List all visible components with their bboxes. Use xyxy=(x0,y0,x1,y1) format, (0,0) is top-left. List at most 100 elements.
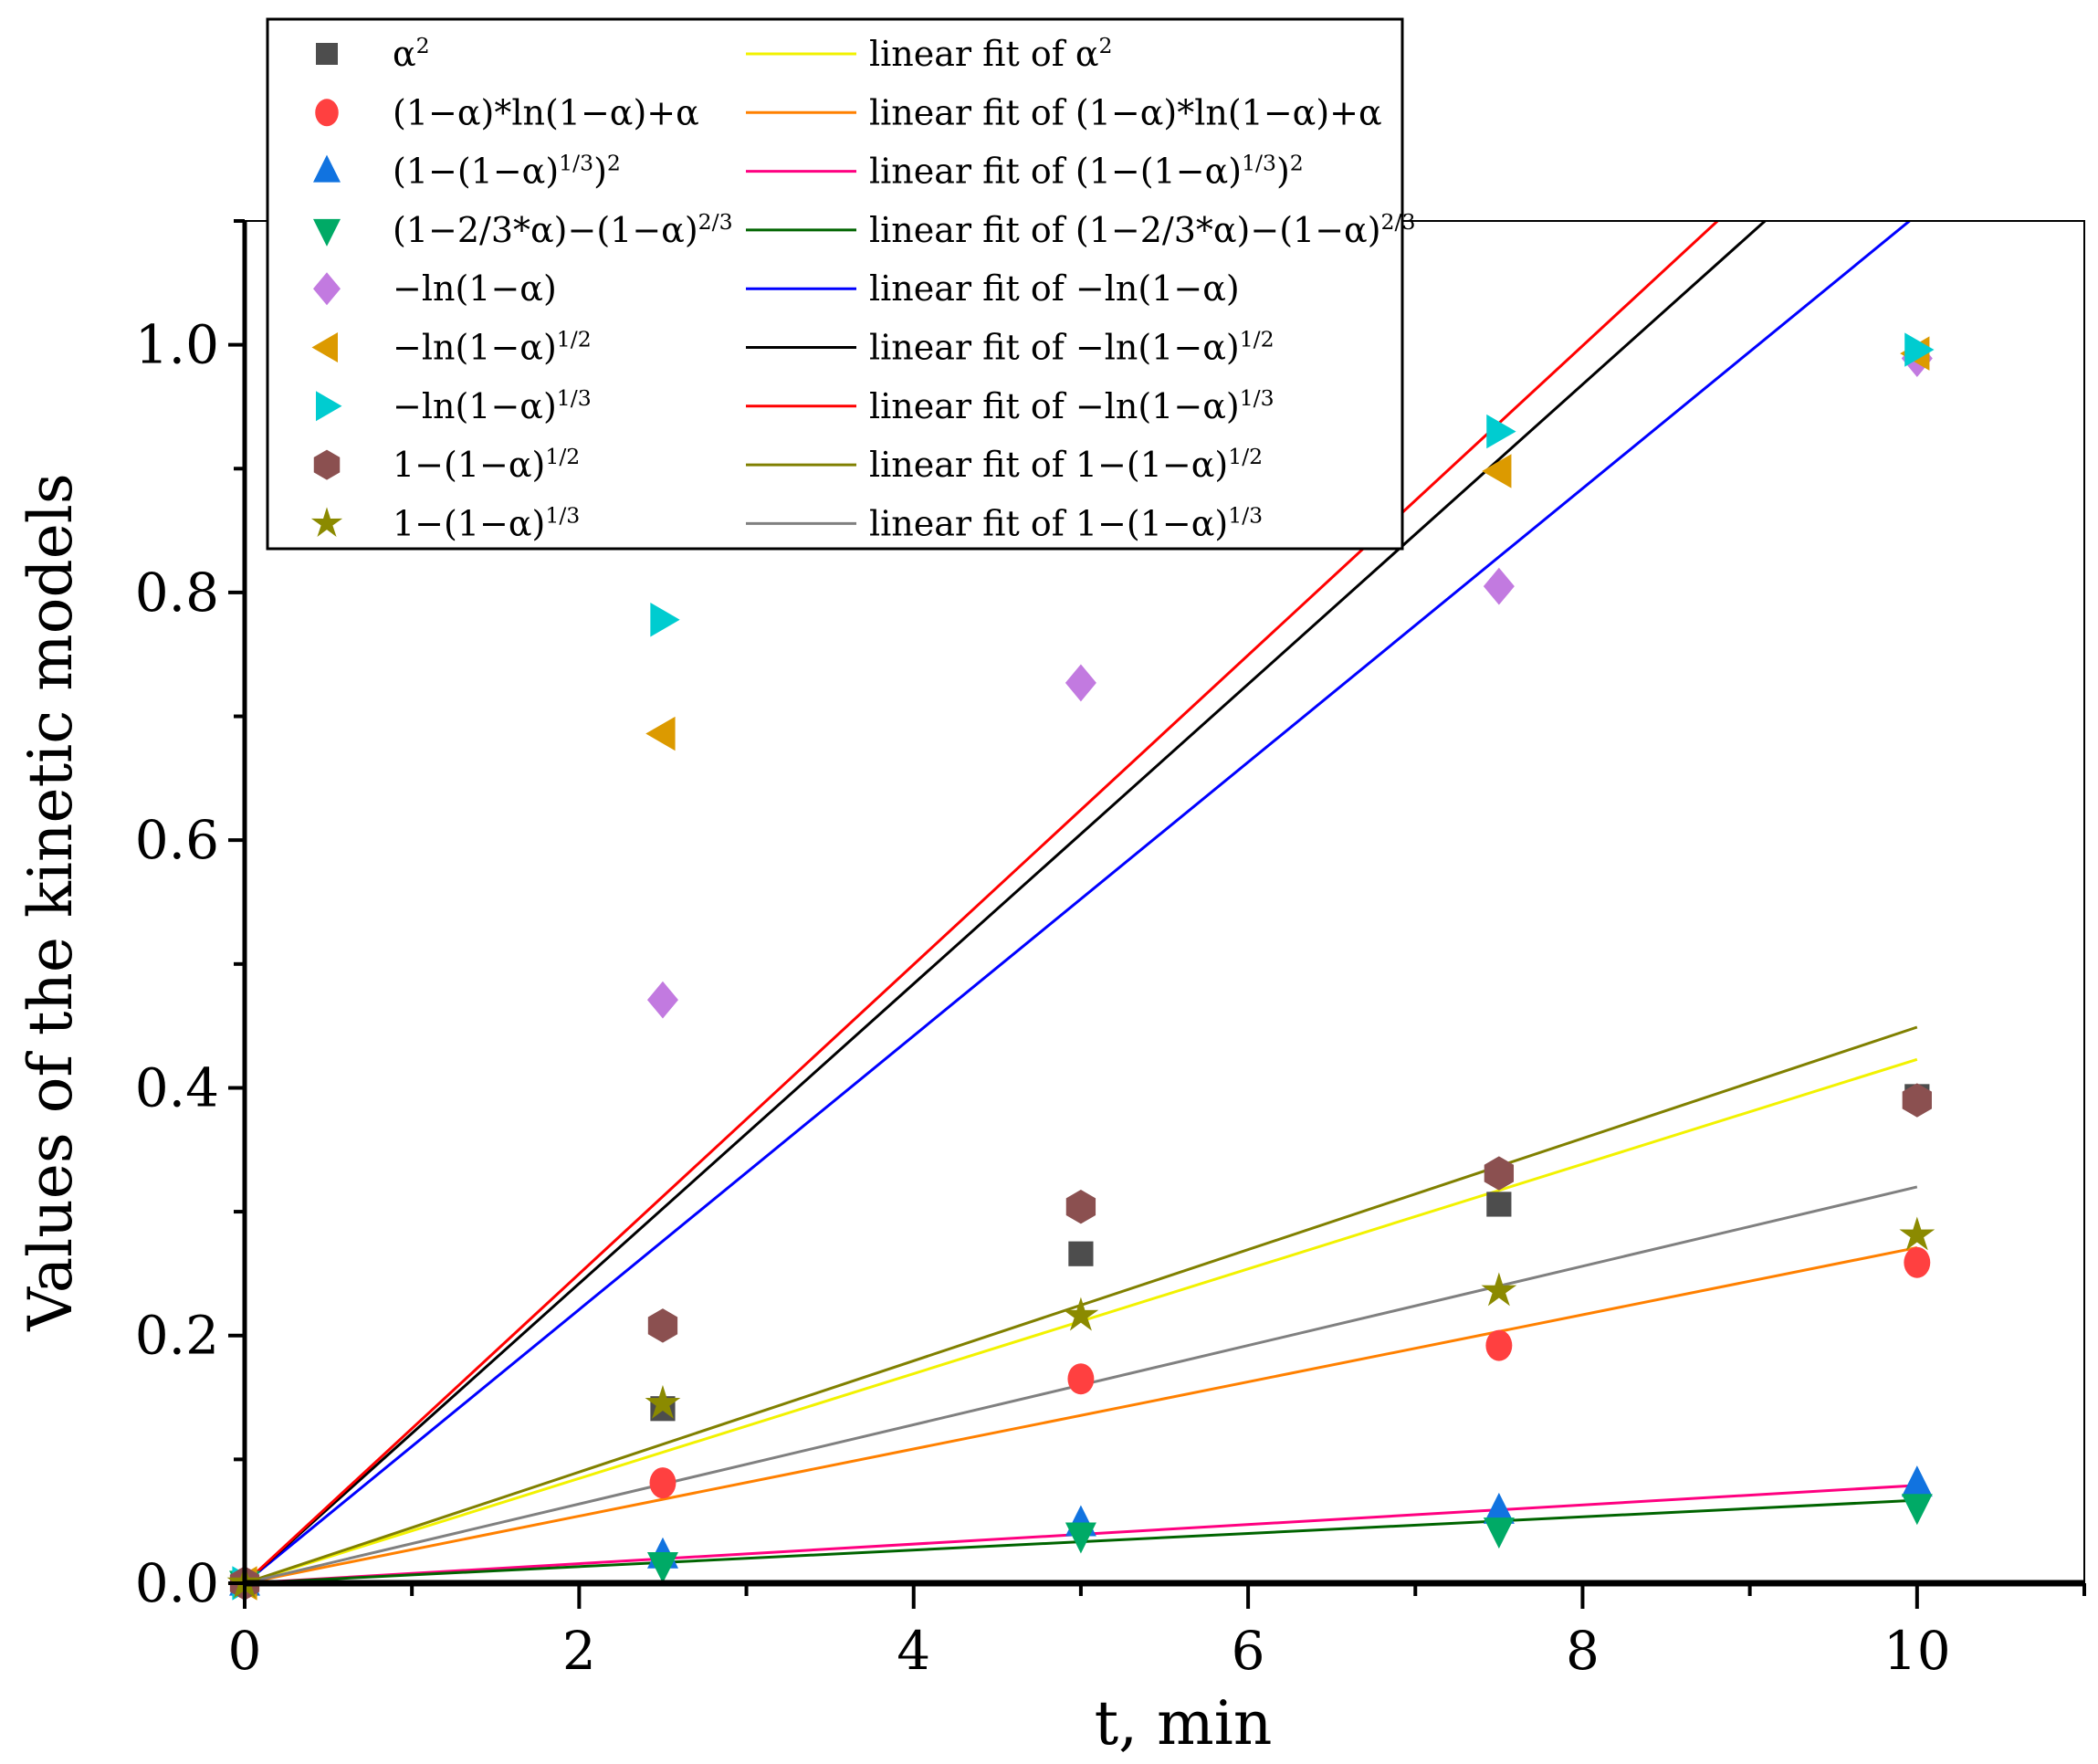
y-tick-label: 0.0 xyxy=(135,1552,219,1614)
data-point xyxy=(1065,664,1096,702)
data-point xyxy=(646,1552,678,1584)
legend-entry: (1−2/3*α)−(1−α)2/3 xyxy=(313,209,733,250)
legend-label: (1−α)*ln(1−α)+α xyxy=(393,92,699,132)
legend-marker xyxy=(311,332,338,362)
data-point xyxy=(1481,1272,1517,1307)
label-text: linear fit of α xyxy=(869,34,1099,74)
legend-label: linear fit of −ln(1−α) xyxy=(869,268,1240,309)
data-point xyxy=(1065,1189,1096,1224)
label-text: linear fit of (1−2/3*α)−(1−α) xyxy=(869,210,1381,250)
legend-entry: linear fit of 1−(1−α)1/3 xyxy=(746,502,1263,543)
legend-label: linear fit of (1−2/3*α)−(1−α)2/3 xyxy=(869,209,1415,250)
data-point xyxy=(1483,1517,1515,1549)
data-point xyxy=(645,1384,681,1419)
legend-entry: −ln(1−α) xyxy=(313,268,557,309)
legend-entry: linear fit of α2 xyxy=(746,33,1113,74)
label-text: linear fit of 1−(1−α) xyxy=(869,503,1228,543)
fit-line xyxy=(245,1245,1918,1583)
legend-label: (1−(1−α)1/3)2 xyxy=(393,151,621,192)
legend-label: linear fit of −ln(1−α)1/3 xyxy=(869,385,1275,426)
legend-label: 1−(1−α)1/3 xyxy=(393,502,580,543)
label-text: −ln(1−α) xyxy=(393,386,557,426)
legend-entry: linear fit of −ln(1−α)1/3 xyxy=(746,385,1275,426)
legend-entry: α2 xyxy=(316,33,430,74)
legend-label: linear fit of (1−α)*ln(1−α)+α xyxy=(869,92,1382,132)
data-point xyxy=(1901,1465,1933,1497)
legend-entry: (1−α)*ln(1−α)+α xyxy=(315,92,699,132)
label-superscript: 2 xyxy=(1290,151,1304,176)
legend-marker xyxy=(310,507,343,537)
legend-label: α2 xyxy=(393,33,430,74)
legend-label: linear fit of −ln(1−α)1/2 xyxy=(869,327,1275,368)
label-superscript: 1/3 xyxy=(1242,151,1276,176)
fit-line xyxy=(245,221,1768,1583)
data-point xyxy=(1484,1156,1515,1191)
data-point xyxy=(645,716,676,751)
legend-marker xyxy=(313,154,341,183)
x-tick-label: 10 xyxy=(1883,1620,1951,1682)
label-superscript: 1/3 xyxy=(559,151,593,176)
label-superscript: 1/2 xyxy=(1228,444,1263,469)
legend-marker xyxy=(313,272,341,306)
data-point xyxy=(1483,1492,1515,1524)
label-superscript: 1/3 xyxy=(1240,385,1275,411)
label-superscript: 1/3 xyxy=(545,502,580,528)
label-superscript: 2 xyxy=(1099,33,1113,58)
legend-label: (1−2/3*α)−(1−α)2/3 xyxy=(393,209,733,250)
legend-label: −ln(1−α)1/2 xyxy=(393,327,592,368)
label-text: linear fit of 1−(1−α) xyxy=(869,445,1228,485)
x-tick-label: 2 xyxy=(562,1620,596,1682)
label-superscript: 1/3 xyxy=(1228,502,1263,528)
data-point xyxy=(650,603,680,637)
data-point xyxy=(1068,1241,1094,1266)
legend-entry: linear fit of (1−α)*ln(1−α)+α xyxy=(746,92,1382,132)
label-text: linear fit of (1−α)*ln(1−α)+α xyxy=(869,92,1382,132)
legend-marker xyxy=(315,99,339,127)
legend-marker xyxy=(313,449,341,480)
label-superscript: 1/3 xyxy=(557,385,592,411)
label-superscript: 1/2 xyxy=(557,327,592,352)
label-superscript: 2 xyxy=(607,151,621,176)
legend: α2(1−α)*ln(1−α)+α(1−(1−α)1/3)2(1−2/3*α)−… xyxy=(266,17,1415,551)
legend-entry: 1−(1−α)1/3 xyxy=(310,502,580,543)
legend-entry: linear fit of (1−(1−α)1/3)2 xyxy=(746,151,1304,192)
fit-line xyxy=(245,221,1912,1583)
label-text: (1−α)*ln(1−α)+α xyxy=(393,92,699,132)
legend-entry: (1−(1−α)1/3)2 xyxy=(313,151,621,192)
legend-entry: linear fit of 1−(1−α)1/2 xyxy=(746,444,1263,485)
data-point xyxy=(1486,1192,1512,1217)
legend-entry: linear fit of (1−2/3*α)−(1−α)2/3 xyxy=(746,209,1415,250)
label-text: α xyxy=(393,34,416,74)
label-text: linear fit of (1−(1−α) xyxy=(869,152,1242,192)
y-tick-label: 0.2 xyxy=(135,1305,219,1367)
data-point xyxy=(1063,1297,1099,1331)
data-point xyxy=(1065,1522,1096,1554)
label-text: ) xyxy=(593,152,607,192)
y-axis-label: Values of the kinetic models xyxy=(16,473,86,1332)
legend-box xyxy=(266,17,1404,551)
legend-entry: linear fit of −ln(1−α) xyxy=(746,268,1240,309)
fit-line xyxy=(245,221,1720,1583)
y-tick-label: 1.0 xyxy=(135,314,219,376)
data-point xyxy=(1483,567,1515,605)
y-tick-label: 0.4 xyxy=(135,1056,219,1118)
data-point xyxy=(1904,1246,1931,1278)
legend-marker xyxy=(313,218,341,247)
x-tick-label: 4 xyxy=(897,1620,930,1682)
data-points xyxy=(226,332,1935,1602)
label-text: ) xyxy=(1276,152,1290,192)
data-point xyxy=(1899,1216,1935,1251)
label-text: linear fit of −ln(1−α) xyxy=(869,328,1240,368)
label-text: linear fit of −ln(1−α) xyxy=(869,268,1240,309)
label-text: 1−(1−α) xyxy=(393,503,545,543)
data-point xyxy=(1067,1363,1095,1395)
label-superscript: 2 xyxy=(416,33,430,58)
legend-entry: −ln(1−α)1/2 xyxy=(311,327,592,368)
y-tick-label: 0.8 xyxy=(135,562,219,624)
legend-entry: linear fit of −ln(1−α)1/2 xyxy=(746,327,1275,368)
label-superscript: 2/3 xyxy=(698,209,733,235)
data-point xyxy=(1482,454,1512,488)
legend-label: linear fit of 1−(1−α)1/3 xyxy=(869,502,1263,543)
label-text: 1−(1−α) xyxy=(393,445,545,485)
